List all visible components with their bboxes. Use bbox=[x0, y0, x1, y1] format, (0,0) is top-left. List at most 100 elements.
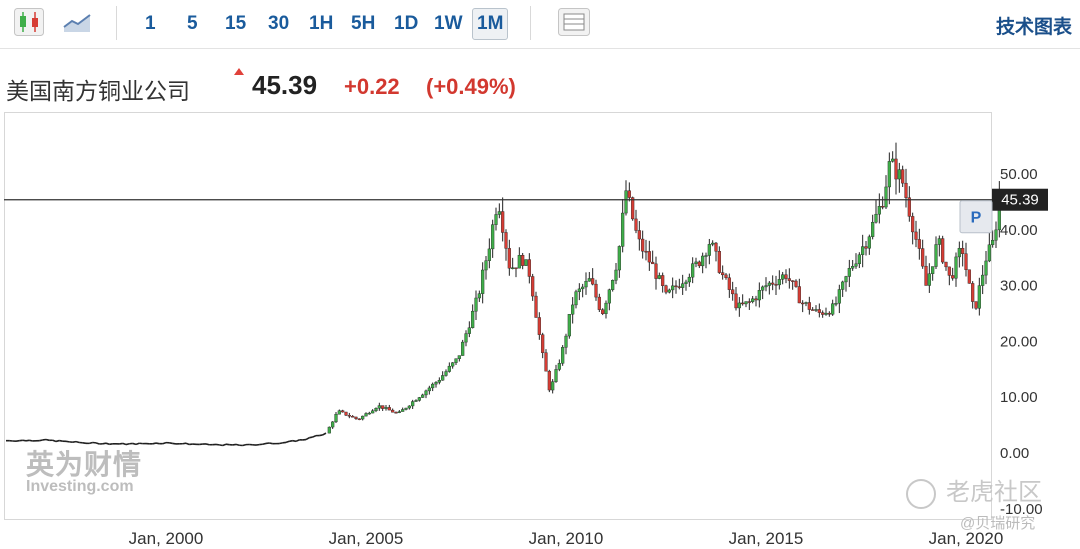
price-segment bbox=[305, 437, 310, 441]
candle-body bbox=[887, 161, 891, 188]
timeframe-5h[interactable]: 5H bbox=[351, 13, 376, 34]
candle-body bbox=[444, 371, 448, 376]
timeframe-1m[interactable]: 1M bbox=[472, 8, 509, 40]
candle-body bbox=[917, 239, 921, 249]
price-segment bbox=[132, 442, 137, 446]
candle-body bbox=[934, 244, 938, 267]
candle-body bbox=[654, 263, 658, 279]
line-chart-icon[interactable] bbox=[60, 6, 94, 38]
candle-body bbox=[797, 286, 801, 304]
bei-watermark: @贝瑞研究 bbox=[960, 515, 1036, 532]
candle-body bbox=[591, 278, 595, 285]
candle-body bbox=[897, 169, 901, 180]
candle-body bbox=[594, 283, 598, 298]
y-tick-label: 30.00 bbox=[1000, 278, 1038, 295]
candlestick-chart-icon[interactable] bbox=[12, 6, 46, 38]
candle-body bbox=[404, 407, 408, 410]
timeframe-15[interactable]: 15 bbox=[225, 13, 247, 34]
candle-body bbox=[361, 415, 365, 420]
candle-body bbox=[597, 296, 601, 310]
tiger-logo-icon bbox=[906, 478, 936, 509]
candle-body bbox=[891, 158, 895, 162]
candle-body bbox=[791, 280, 795, 282]
candle-body bbox=[584, 281, 588, 288]
candle-body bbox=[801, 302, 805, 305]
price-marker-button[interactable] bbox=[959, 200, 993, 234]
price-segment bbox=[29, 439, 33, 442]
candle-body bbox=[531, 276, 535, 297]
candle-body bbox=[771, 282, 775, 285]
candle-body bbox=[614, 269, 618, 281]
price-change: +0.22 bbox=[344, 74, 400, 99]
candle-body bbox=[734, 293, 738, 309]
timeframe-1h[interactable]: 1H bbox=[309, 13, 334, 34]
candle-body bbox=[471, 310, 475, 328]
price-segment bbox=[295, 439, 300, 443]
timeframe-1d[interactable]: 1D bbox=[394, 13, 419, 34]
candle-body bbox=[607, 289, 611, 304]
candle-body bbox=[544, 352, 548, 372]
candle-body bbox=[427, 387, 431, 392]
candle-body bbox=[634, 218, 638, 231]
candle-body bbox=[777, 279, 781, 286]
candle-body bbox=[707, 244, 711, 256]
candle-body bbox=[761, 286, 765, 291]
candle-body bbox=[437, 380, 441, 383]
candle-body bbox=[511, 267, 515, 269]
tiger-watermark-text: 老虎社区 bbox=[946, 479, 1042, 506]
x-tick-label: Jan, 2010 bbox=[529, 529, 604, 548]
candle-body bbox=[664, 285, 668, 293]
candle-body bbox=[421, 394, 425, 398]
price-marker-label[interactable]: P bbox=[971, 210, 982, 227]
candle-body bbox=[527, 259, 531, 277]
candle-body bbox=[741, 302, 745, 305]
price-segment bbox=[162, 441, 167, 445]
timeframe-1w[interactable]: 1W bbox=[434, 13, 463, 34]
candle-body bbox=[661, 275, 665, 286]
candle-body bbox=[854, 263, 858, 267]
candle-body bbox=[994, 229, 998, 241]
candle-body bbox=[744, 301, 748, 305]
candle-body bbox=[721, 272, 725, 276]
candle-body bbox=[394, 412, 398, 414]
candle-body bbox=[874, 213, 878, 223]
candle-body bbox=[861, 246, 865, 255]
candle-body bbox=[944, 261, 948, 268]
candle-body bbox=[774, 284, 778, 286]
price-segment bbox=[52, 439, 57, 443]
candle-body bbox=[354, 416, 358, 419]
candle-body bbox=[737, 302, 741, 309]
candle-body bbox=[691, 263, 695, 278]
tech-chart-link[interactable]: 技术图表 bbox=[995, 17, 1072, 38]
candle-body bbox=[384, 407, 388, 409]
candle-body bbox=[521, 255, 525, 266]
candle-body bbox=[477, 293, 481, 299]
candle-body bbox=[781, 274, 785, 280]
price-segment bbox=[322, 432, 327, 436]
candle-body bbox=[834, 303, 838, 305]
candle-body bbox=[747, 301, 751, 303]
price-segment bbox=[172, 442, 177, 445]
y-tick-label: 40.00 bbox=[1000, 222, 1038, 239]
candle-body bbox=[604, 302, 608, 314]
investing-watermark-en: Investing.com bbox=[26, 478, 134, 495]
timeframe-1[interactable]: 1 bbox=[145, 13, 156, 34]
table-view-icon[interactable] bbox=[557, 6, 591, 38]
candle-body bbox=[961, 248, 965, 254]
candle-body bbox=[647, 251, 651, 263]
candle-body bbox=[964, 253, 968, 270]
y-tick-label: 20.00 bbox=[1000, 333, 1038, 350]
price-segment bbox=[242, 443, 247, 447]
candle-body bbox=[551, 381, 555, 391]
price-chart[interactable]: 50.00 40.00 30.00 20.00 10.00 0.00 -10.00 Jan,… bbox=[0, 112, 1080, 549]
candle-body bbox=[971, 283, 975, 302]
price-segment bbox=[59, 439, 63, 442]
candle-body bbox=[671, 285, 675, 291]
candle-body bbox=[367, 412, 371, 415]
timeframe-5[interactable]: 5 bbox=[187, 13, 198, 34]
x-axis-labels: Jan, 2000 Jan, 2005 Jan, 2010 Jan, 2015 Jan,… bbox=[129, 529, 1004, 548]
candle-body bbox=[857, 254, 861, 265]
candle-body bbox=[474, 297, 478, 312]
candle-body bbox=[534, 295, 538, 318]
timeframe-30[interactable]: 30 bbox=[268, 13, 290, 34]
